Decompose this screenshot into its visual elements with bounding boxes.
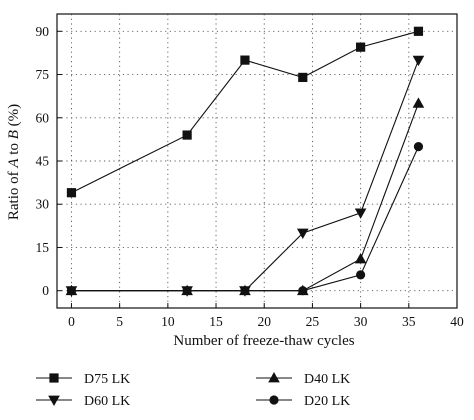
data-point	[298, 72, 308, 83]
y-axis-title-prefix: Ratio of	[6, 168, 22, 221]
legend-label: D40 LK	[304, 372, 350, 387]
data-point	[66, 286, 77, 296]
x-tick-label: 0	[68, 314, 75, 329]
y-tick-label: 30	[36, 197, 50, 212]
data-point	[413, 26, 424, 36]
x-tick-label: 30	[354, 314, 368, 329]
y-tick-label: 15	[36, 240, 50, 255]
y-axis-title-a: A	[6, 158, 22, 169]
series-line	[71, 146, 419, 292]
data-point	[354, 208, 367, 219]
y-axis-title: Ratio of A to B (%)	[6, 104, 22, 220]
x-tick-label: 15	[209, 314, 223, 329]
legend-item: D75 LK	[36, 372, 130, 387]
series-line	[71, 59, 419, 292]
x-tick-label: 40	[450, 314, 464, 329]
data-point	[354, 253, 367, 264]
legend-marker	[269, 395, 279, 405]
legend-label: D20 LK	[304, 394, 350, 409]
x-tick-label: 35	[402, 314, 416, 329]
x-tick-label: 20	[257, 314, 271, 329]
y-axis-title-suffix: (%)	[6, 104, 22, 130]
axis-ticks: 0 5 10 15 20 25 30 35 40 0 15 30 45 60 75 90	[36, 24, 465, 329]
series-group	[65, 26, 425, 297]
x-tick-label: 10	[161, 314, 175, 329]
series-d20-lk	[66, 141, 424, 296]
data-point	[182, 130, 192, 140]
x-axis-title: Number of freeze-thaw cycles	[173, 333, 354, 349]
legend-item: D60 LK	[36, 394, 130, 409]
data-point	[298, 286, 308, 296]
legend-marker	[268, 372, 280, 383]
series-d75-lk	[66, 26, 424, 198]
legend-marker	[48, 395, 60, 406]
data-point	[413, 141, 424, 152]
data-point	[240, 55, 250, 65]
y-tick-label: 60	[36, 110, 50, 125]
legend-item: D40 LK	[256, 372, 350, 387]
y-tick-label: 90	[36, 24, 50, 39]
data-point	[412, 97, 425, 108]
series-d60-lk	[65, 55, 425, 297]
data-point	[66, 188, 77, 198]
data-point	[296, 228, 309, 240]
legend-marker	[49, 373, 59, 383]
y-tick-label: 0	[42, 283, 49, 298]
y-axis-title-mid: to	[6, 139, 22, 158]
y-tick-label: 45	[36, 154, 50, 169]
data-point	[412, 55, 425, 67]
data-point	[356, 270, 366, 280]
data-point	[240, 286, 250, 296]
x-tick-label: 25	[306, 314, 320, 329]
y-tick-label: 75	[36, 67, 50, 82]
series-line	[71, 30, 419, 194]
legend-label: D60 LK	[84, 394, 130, 409]
y-axis-title-b: B	[6, 130, 22, 139]
legend-label: D75 LK	[84, 372, 130, 387]
x-tick-label: 5	[116, 314, 123, 329]
data-point	[356, 42, 366, 52]
legend: D75 LK D40 LK D60 LK D20 LK	[36, 372, 350, 409]
legend-item: D20 LK	[256, 394, 350, 409]
data-point	[182, 286, 192, 296]
